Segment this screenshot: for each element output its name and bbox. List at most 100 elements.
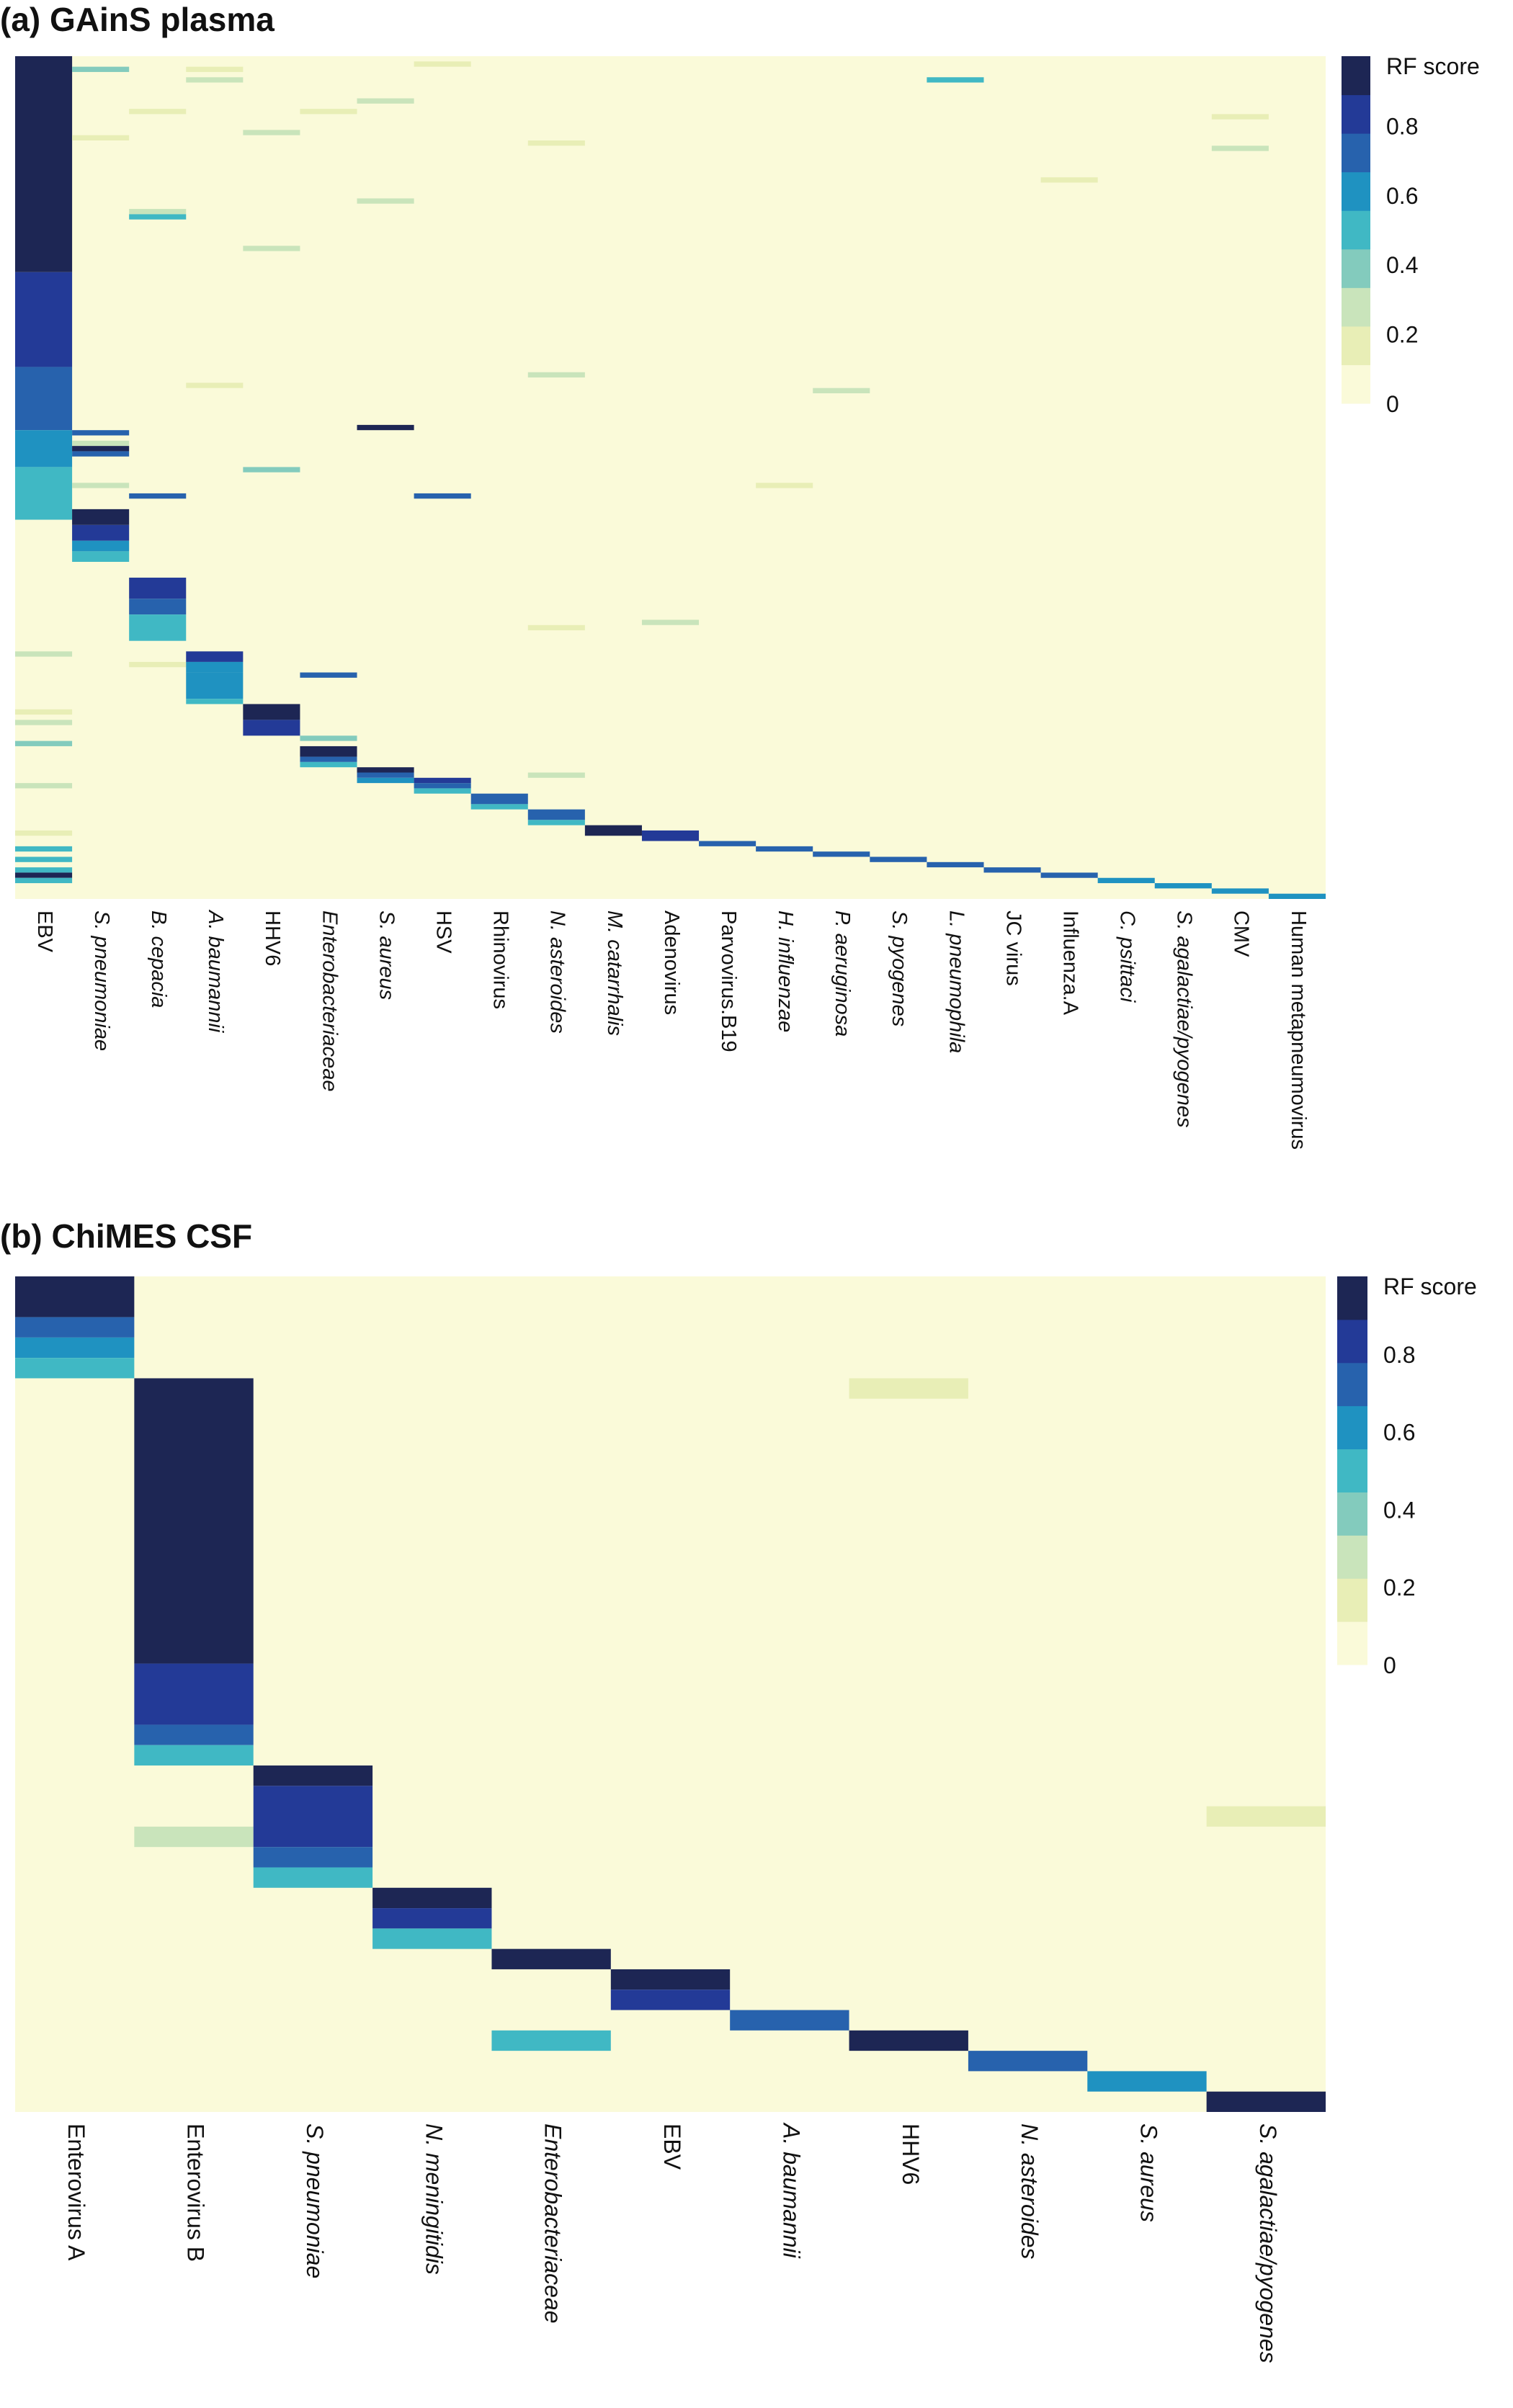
colorbar-tick-label: 0: [1383, 1652, 1396, 1678]
colorbar-tick-label: 0.4: [1383, 1497, 1415, 1523]
x-tick-label: HHV6: [898, 2123, 924, 2185]
heatmap-cell: [357, 767, 414, 773]
heatmap-cell: [72, 483, 130, 488]
heatmap-cell: [1040, 872, 1098, 878]
heatmap-cell: [527, 372, 585, 378]
heatmap-cell: [15, 430, 73, 467]
heatmap-cell: [186, 699, 244, 704]
heatmap-cell: [372, 1887, 492, 1909]
heatmap-cell: [1097, 877, 1155, 884]
colorbar-segment: [1337, 1405, 1367, 1450]
heatmap-cell: [253, 1867, 373, 1888]
x-tick-label: EBV: [659, 2123, 685, 2170]
colorbar-segment: [1342, 210, 1370, 250]
x-tick-label: Adenovirus: [660, 910, 683, 1015]
heatmap-cell: [15, 867, 73, 873]
colorbar-tick-label: 0: [1386, 391, 1399, 417]
heatmap-cell: [253, 1765, 373, 1786]
x-tick-label: S. pyogenes: [888, 910, 911, 1026]
heatmap-cell: [610, 1969, 731, 1990]
heatmap-cell: [414, 777, 471, 784]
heatmap-cell: [15, 783, 73, 789]
heatmap-cell: [186, 672, 244, 699]
heatmap-gains-plasma: EBV S. pneumoniae B. cepacia A. baumannii HH…: [15, 53, 1480, 1150]
heatmap-cell: [72, 524, 130, 541]
heatmap-cell: [72, 440, 130, 447]
x-tick-label: S. aureus: [1136, 2123, 1162, 2222]
heatmap-cell: [15, 709, 73, 715]
heatmap-cell: [1211, 888, 1269, 894]
heatmap-cell: [927, 77, 984, 83]
heatmap-cell: [300, 735, 357, 741]
x-tick-label: HHV6: [261, 910, 284, 966]
heatmap-cell: [527, 772, 585, 778]
heatmap-cell: [15, 830, 73, 836]
x-tick-label: JC virus: [1001, 910, 1025, 986]
colorbar-segment: [1337, 1449, 1367, 1492]
x-tick-label: B. cepacia: [147, 910, 170, 1008]
colorbar-tick-label: 0.8: [1383, 1342, 1415, 1368]
colorbar-segment: [1342, 326, 1370, 365]
x-tick-label: S. agalactiae/pyogenes: [1255, 2123, 1281, 2363]
heatmap-cell: [243, 704, 300, 720]
heatmap-cell: [491, 1948, 611, 1969]
x-tick-label: Influenza.A: [1058, 910, 1081, 1016]
heatmap-cell: [813, 851, 870, 857]
heatmap-cell: [15, 467, 73, 520]
heatmap-cell: [72, 430, 130, 436]
heatmap-cell: [129, 209, 187, 215]
heatmap-cell: [186, 66, 244, 72]
heatmap-cell: [527, 625, 585, 631]
x-tick-label: Rhinovirus: [489, 910, 512, 1009]
heatmap-cell: [129, 661, 187, 668]
colorbar-segment: [1342, 94, 1370, 134]
x-tick-label: HSV: [432, 910, 455, 954]
x-tick-label: A. baumannii: [204, 909, 227, 1034]
heatmap-cell: [15, 1317, 135, 1338]
heatmap-cell: [730, 2010, 849, 2031]
heatmap-cell: [968, 2051, 1088, 2072]
heatmap-cell: [15, 872, 73, 878]
heatmap-cell: [357, 98, 414, 104]
heatmap-cell: [134, 1745, 254, 1766]
panel-a-title: (a) GAinS plasma: [0, 1, 275, 38]
heatmap-cell: [15, 56, 73, 272]
x-tick-label: N. meningitidis: [421, 2123, 447, 2275]
heatmap-cell: [491, 2030, 611, 2051]
heatmap-cell: [756, 846, 813, 852]
heatmap-cell: [15, 1276, 135, 1317]
x-tick-label: A. baumannii: [778, 2122, 804, 2259]
x-tick-label: Enterobacteriaceae: [540, 2123, 566, 2324]
x-tick-label: L. pneumophila: [945, 910, 968, 1053]
colorbar-segment: [1337, 1319, 1367, 1364]
heatmap-cell: [414, 493, 471, 499]
x-tick-label: S. agalactiae/pyogenes: [1173, 910, 1196, 1128]
heatmap-cell: [134, 1724, 254, 1745]
heatmap-cell: [357, 772, 414, 778]
heatmap-cell: [357, 198, 414, 204]
heatmap-cell: [1087, 2071, 1207, 2092]
heatmap-cell: [1268, 893, 1326, 899]
heatmap-cell: [243, 246, 300, 251]
colorbar-segment: [1337, 1276, 1367, 1320]
panel-b-title: (b) ChiMES CSF: [0, 1217, 253, 1255]
colorbar-tick-label: 0.4: [1386, 252, 1418, 278]
x-tick-label: N. asteroides: [546, 910, 569, 1034]
heatmap-cell: [15, 740, 73, 746]
colorbar-tick-label: 0.6: [1386, 183, 1418, 209]
x-tick-label: N. asteroides: [1017, 2123, 1043, 2260]
heatmap-cell: [1206, 1806, 1326, 1827]
heatmap-cell: [72, 66, 130, 72]
heatmap-cell: [470, 793, 528, 805]
heatmap-cell: [186, 382, 244, 388]
heatmap-cell: [72, 509, 130, 525]
heatmap-cell: [983, 867, 1041, 873]
heatmap-cell: [72, 135, 130, 140]
heatmap-cell: [72, 540, 130, 552]
colorbar-segment: [1337, 1578, 1367, 1622]
heatmap-cell: [300, 756, 357, 762]
colorbar-segment: [1337, 1535, 1367, 1579]
heatmap-cell: [15, 367, 73, 431]
colorbar-tick-label: 0.8: [1386, 113, 1418, 139]
heatmap-cell: [253, 1786, 373, 1848]
